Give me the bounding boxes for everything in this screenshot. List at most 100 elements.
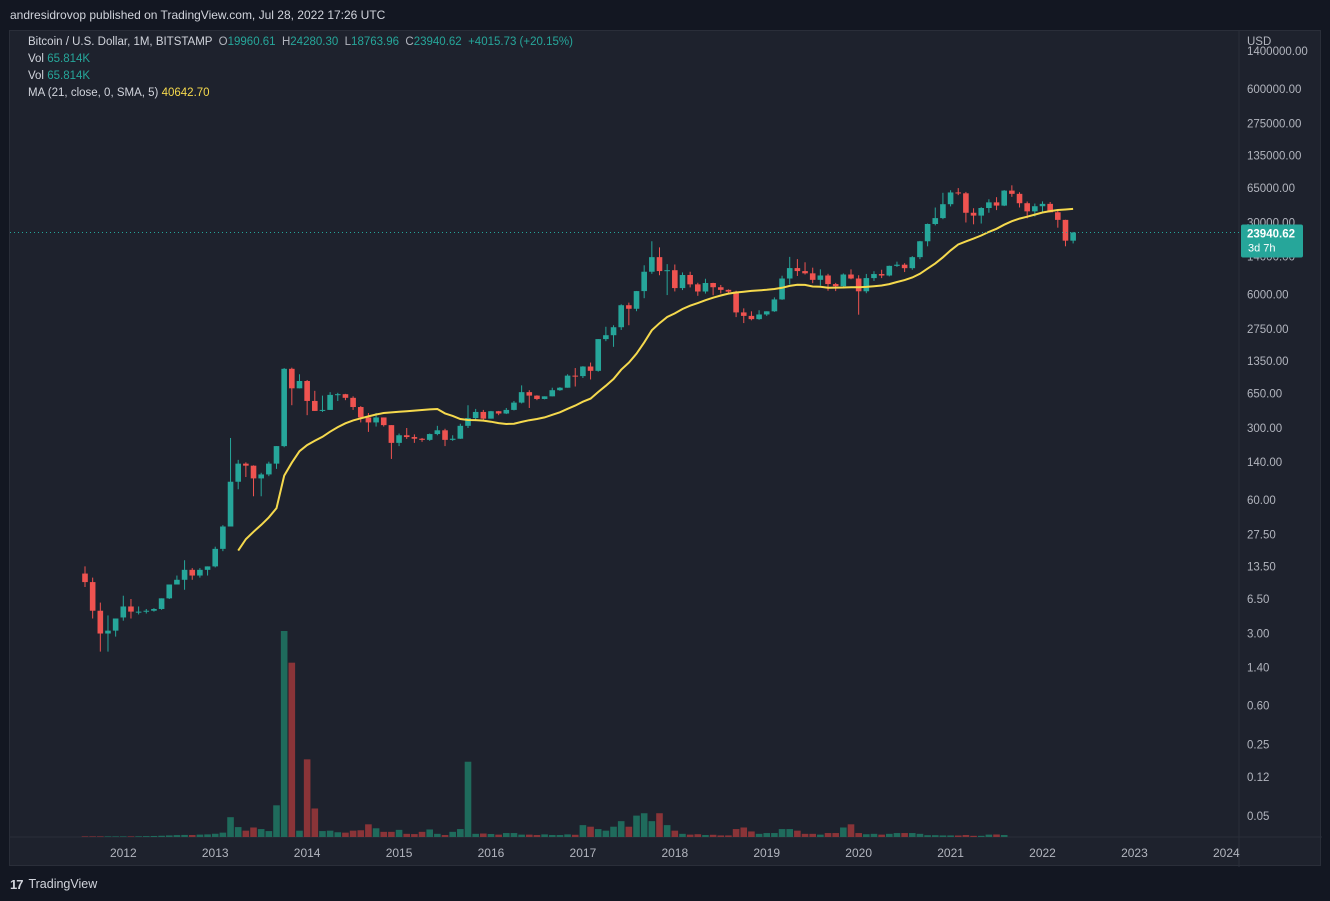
chart-pane[interactable]: 1400000.00 600000.00 275000.00 135000.00 650… [9,30,1322,867]
y-tick-label: 600000.00 [1247,84,1301,96]
volume-value: 65.814K [47,70,91,82]
ma-value: 40642.70 [161,87,210,99]
volume-bar [993,834,1000,837]
candle-body [1009,190,1015,194]
candle-body [112,618,119,631]
volume-bar [81,836,89,837]
volume-bar [794,830,801,837]
candle-body [403,435,410,438]
volume-bar [219,832,227,837]
price-chart-svg[interactable]: 1400000.00 600000.00 275000.00 135000.00 650… [10,31,1322,867]
candle-body [633,291,640,309]
volume-value: 65.814K [47,53,91,65]
candle-body [717,287,724,290]
candle-body [296,381,303,389]
candle-body [350,397,356,408]
candle-body [924,224,931,242]
volume-bar [135,836,142,837]
volume-bar [594,829,602,837]
candle-body [733,291,739,313]
volume-bar [365,824,372,837]
candle-body [610,327,617,336]
symbol-title[interactable]: Bitcoin / U.S. Dollar, 1M, BITSTAMP [28,36,213,48]
candle-body [557,387,563,391]
volume-bar [495,834,502,837]
candle-body [319,409,326,411]
volume-bar [931,835,939,837]
candle-body [212,548,219,567]
volume-legend-2[interactable]: Vol 65.814K [28,70,90,82]
volume-bar [755,833,763,837]
volume-bar [472,833,479,837]
y-tick-label: 1.40 [1247,663,1269,675]
volume-bar [740,827,748,837]
open-label: O [218,36,228,48]
volume-bar [288,662,296,837]
candle-body [327,394,333,410]
candle-body [304,381,310,401]
candle-body [840,274,847,287]
candle-body [564,375,571,388]
candle-body [1024,203,1030,212]
volume-bar [142,836,150,837]
volume-bar [832,833,839,837]
candle-body [771,299,778,312]
y-tick-label: 0.25 [1247,739,1269,751]
volume-bar [457,829,464,837]
candle-body [235,463,241,482]
ma-legend[interactable]: MA (21, close, 0, SMA, 5) 40642.70 [28,87,210,99]
volume-bar [303,759,311,837]
volume-bar [349,830,357,837]
volume-bar [357,830,365,837]
candle-body [342,394,349,398]
candle-body [549,390,556,397]
candle-body [986,202,992,209]
candle-body [970,212,977,216]
tradingview-brand: TradingView [28,877,98,891]
candle-body [181,569,188,580]
volume-bar [556,835,564,837]
volume-legend-1[interactable]: Vol 65.814K [28,53,90,65]
candle-body [495,411,502,414]
volume-bar [503,833,510,837]
volume-bar [763,833,771,837]
volume-bar [548,835,556,837]
x-tick-label: 2018 [661,846,688,860]
candle-body [786,268,793,279]
volume-bar [686,834,694,837]
volume-bar [771,833,778,837]
candle-body [848,274,854,279]
candle-body [1039,203,1046,207]
price-tag-countdown: 3d 7h [1248,243,1276,255]
volume-bar [181,834,188,837]
candle-body [97,610,104,634]
candle-body [541,396,548,399]
volume-bar [863,834,870,837]
candle-body [679,274,686,289]
volume-bar [939,835,947,837]
volume-bar [449,831,456,837]
candle-body [832,284,839,287]
volume-bar [694,834,702,837]
candle-body [419,438,425,440]
volume-bar [196,834,204,837]
candle-body [197,569,203,576]
volume-bar [901,833,908,837]
y-tick-label: 6000.00 [1247,289,1289,301]
volume-bar [296,830,303,837]
volume-bar [257,829,265,837]
candle-body [809,273,816,280]
candle-body [1062,219,1069,241]
volume-bar [518,834,525,837]
candle-body [817,275,824,280]
x-tick-label: 2016 [478,846,505,860]
volume-bar [388,831,395,837]
volume-bar [855,833,862,837]
candle-body [488,411,494,419]
candle-body [909,257,916,269]
candle-body [695,284,701,292]
volume-bar [533,835,541,837]
tradingview-footer[interactable]: 17 TradingView [10,876,97,892]
volume-bar [916,833,924,837]
y-tick-label: 300.00 [1247,423,1282,435]
